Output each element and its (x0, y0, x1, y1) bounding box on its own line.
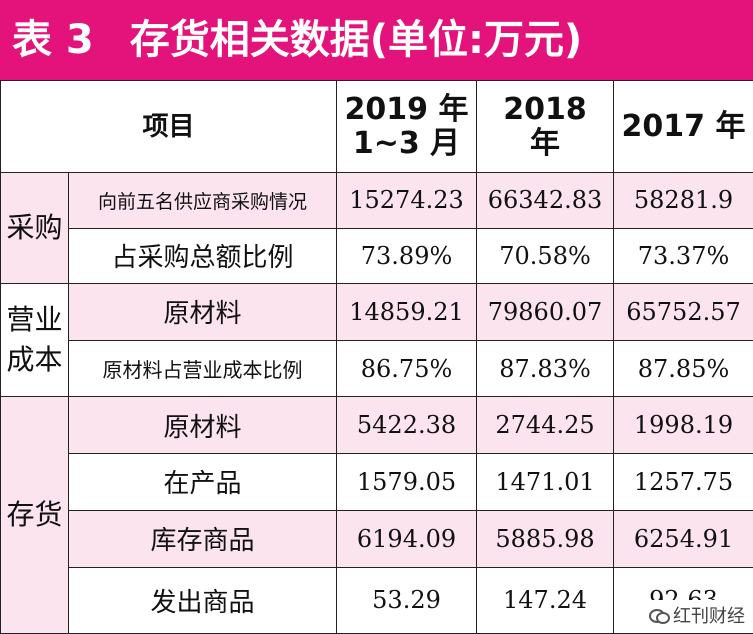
cell-2018: 5885.98 (476, 509, 615, 568)
table-row: 原材料占营业成本比例 86.75% 87.83% 87.85% (1, 339, 753, 398)
cell-2019: 5422.38 (336, 396, 478, 455)
header-2017: 2017 年 (613, 79, 753, 174)
table-row: 采购 向前五名供应商采购情况 15274.23 66342.83 58281.9 (0, 172, 753, 284)
watermark-text: 红刊财经 (673, 606, 745, 627)
cell-2018: 79860.07 (476, 282, 615, 341)
table-row: 库存商品 6194.09 5885.98 6254.91 (1, 509, 753, 568)
cell-2018: 1471.01 (476, 453, 615, 511)
cell-2017: 1998.19 (613, 396, 753, 455)
cell-2017: 1257.75 (613, 453, 753, 511)
row-label: 原材料 (67, 282, 338, 341)
cell-2017: 6254.91 (613, 509, 753, 568)
table-number: 表 3 (12, 17, 94, 63)
cell-2019: 15274.23 (336, 172, 478, 229)
cell-2017: 65752.57 (613, 282, 753, 341)
watermark: 红刊财经 (647, 600, 749, 630)
cell-2019: 73.89% (336, 227, 478, 284)
row-label: 库存商品 (67, 509, 338, 568)
group-inventory: 存货 (0, 396, 69, 634)
table-title: 存货相关数据(单位:万元) (129, 17, 583, 63)
cell-2018: 2744.25 (476, 396, 615, 455)
cell-2018: 70.58% (476, 227, 615, 284)
group-purchase: 采购 (0, 172, 69, 284)
table-row: 占采购总额比例 73.89% 70.58% 73.37% (1, 227, 753, 284)
header-item: 项目 (0, 79, 338, 174)
cell-2019: 86.75% (336, 339, 478, 398)
inventory-table: 项目 2019 年 1~3 月 2018 年 2017 年 采购 向前五名供应商采购… (0, 79, 753, 634)
group-operating-cost: 营业 成本 (0, 282, 69, 398)
row-label: 向前五名供应商采购情况 (67, 172, 338, 229)
cell-2019: 6194.09 (336, 509, 478, 568)
cell-2017: 87.85% (613, 339, 753, 398)
table-row: 发出商品 53.29 147.24 92.63 (1, 566, 753, 634)
header-2019: 2019 年 1~3 月 (336, 79, 478, 174)
header-row: 项目 2019 年 1~3 月 2018 年 2017 年 (0, 79, 753, 174)
row-label: 在产品 (67, 453, 338, 511)
row-label: 原材料 (67, 396, 338, 455)
table-row: 在产品 1579.05 1471.01 1257.75 (1, 453, 753, 511)
cell-2017: 73.37% (613, 227, 753, 284)
row-label: 占采购总额比例 (67, 227, 338, 284)
cell-2019: 14859.21 (336, 282, 478, 341)
cell-2019: 53.29 (336, 566, 478, 634)
table-row: 存货 原材料 5422.38 2744.25 1998.19 (0, 396, 753, 634)
table-row: 营业 成本 原材料 14859.21 79860.07 65752.57 (0, 282, 753, 398)
wechat-icon (649, 607, 670, 624)
header-2018: 2018 年 (476, 79, 615, 174)
row-label: 原材料占营业成本比例 (67, 339, 338, 398)
cell-2019: 1579.05 (336, 453, 478, 511)
cell-2018: 147.24 (476, 566, 615, 634)
row-label: 发出商品 (67, 566, 338, 634)
table-title-bar: 表 3 存货相关数据(单位:万元) (0, 0, 753, 80)
cell-2018: 66342.83 (476, 172, 615, 229)
cell-2018: 87.83% (476, 339, 615, 398)
cell-2017: 58281.9 (613, 172, 753, 229)
